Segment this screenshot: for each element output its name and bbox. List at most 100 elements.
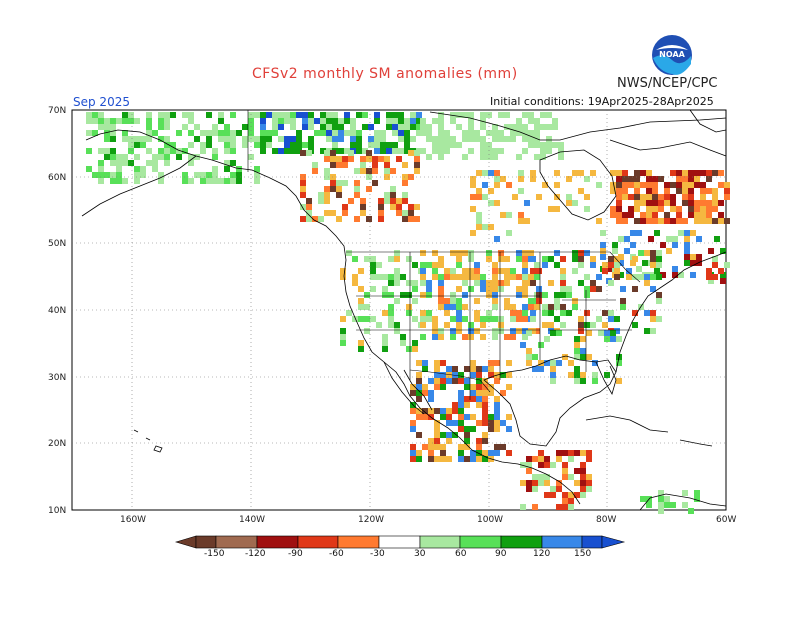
anomaly-cell [420, 316, 426, 322]
anomaly-cell [528, 142, 534, 148]
anomaly-cell [600, 242, 606, 248]
anomaly-cell [432, 316, 438, 322]
anomaly-cell [658, 508, 664, 514]
anomaly-cell [456, 328, 462, 334]
anomaly-cell [420, 130, 426, 136]
anomaly-cell [408, 204, 414, 210]
anomaly-cell [554, 298, 560, 304]
anomaly-cell [536, 286, 542, 292]
anomaly-cell [528, 130, 534, 136]
anomaly-cell [398, 112, 404, 118]
anomaly-cell [492, 328, 498, 334]
anomaly-cell [482, 402, 488, 408]
anomaly-cell [422, 360, 428, 366]
anomaly-cell [580, 468, 586, 474]
anomaly-cell [528, 118, 534, 124]
anomaly-cell [476, 456, 482, 462]
anomaly-cell [464, 414, 470, 420]
anomaly-cell [538, 474, 544, 480]
anomaly-cell [574, 366, 580, 372]
anomaly-cell [488, 450, 494, 456]
anomaly-cell [544, 456, 550, 462]
anomaly-cell [646, 188, 652, 194]
anomaly-cell [360, 210, 366, 216]
anomaly-cell [468, 136, 474, 142]
anomaly-cell [188, 112, 194, 118]
anomaly-cell [566, 292, 572, 298]
anomaly-cell [676, 218, 682, 224]
anomaly-cell [546, 148, 552, 154]
noaa-logo-icon: NOAA [652, 35, 692, 75]
anomaly-cell [254, 136, 260, 142]
anomaly-cell [428, 408, 434, 414]
anomaly-cell [518, 170, 524, 176]
anomaly-cell [554, 304, 560, 310]
anomaly-cell [540, 112, 546, 118]
anomaly-cell [534, 262, 540, 268]
anomaly-cell [572, 298, 578, 304]
anomaly-cell [724, 182, 730, 188]
anomaly-cell [470, 360, 476, 366]
anomaly-cell [104, 136, 110, 142]
anomaly-cell [290, 142, 296, 148]
anomaly-cell [376, 262, 382, 268]
coastlines [81, 109, 727, 511]
anomaly-cell [426, 130, 432, 136]
anomaly-cell [482, 432, 488, 438]
anomaly-cell [452, 408, 458, 414]
anomaly-cell [110, 148, 116, 154]
anomaly-cell [356, 142, 362, 148]
anomaly-cell [580, 474, 586, 480]
anomaly-cell [682, 194, 688, 200]
anomaly-cell [302, 118, 308, 124]
anomaly-cell [98, 166, 104, 172]
anomaly-cell [706, 176, 712, 182]
anomaly-cell [530, 316, 536, 322]
anomaly-cell [446, 372, 452, 378]
anomaly-cell [360, 168, 366, 174]
anomaly-cell [574, 372, 580, 378]
anomaly-cell [308, 112, 314, 118]
anomaly-cell [230, 172, 236, 178]
anomaly-cell [450, 268, 456, 274]
anomaly-cell [516, 292, 522, 298]
anomaly-cell [352, 274, 358, 280]
anomaly-cell [608, 316, 614, 322]
anomaly-cell [464, 438, 470, 444]
anomaly-cell [206, 142, 212, 148]
anomaly-cell [492, 280, 498, 286]
anomaly-cell [640, 496, 646, 502]
anomaly-cell [296, 136, 302, 142]
lon-label: 100W [477, 515, 503, 525]
anomaly-cell [694, 182, 700, 188]
anomaly-cell [438, 328, 444, 334]
anomaly-cell [452, 372, 458, 378]
anomaly-cell [504, 274, 510, 280]
anomaly-cell [500, 444, 506, 450]
anomaly-cell [554, 170, 560, 176]
anomaly-cell [482, 194, 488, 200]
anomaly-cell [634, 200, 640, 206]
anomaly-cell [612, 242, 618, 248]
anomaly-cell [290, 124, 296, 130]
anomaly-cell [260, 130, 266, 136]
anomaly-cell [616, 194, 622, 200]
anomaly-cell [558, 148, 564, 154]
anomaly-cell [394, 274, 400, 280]
anomaly-cell [482, 224, 488, 230]
anomaly-cell [654, 230, 660, 236]
anomaly-cell [440, 444, 446, 450]
anomaly-cell [480, 142, 486, 148]
anomaly-cell [562, 354, 568, 360]
anomaly-cell [528, 304, 534, 310]
anomaly-cell [290, 112, 296, 118]
anomaly-cell [618, 236, 624, 242]
anomaly-cell [566, 176, 572, 182]
anomaly-cell [456, 256, 462, 262]
anomaly-cell [504, 124, 510, 130]
anomaly-cell [534, 304, 540, 310]
anomaly-cell [416, 432, 422, 438]
anomaly-cell [708, 278, 714, 284]
anomaly-cell [628, 212, 634, 218]
